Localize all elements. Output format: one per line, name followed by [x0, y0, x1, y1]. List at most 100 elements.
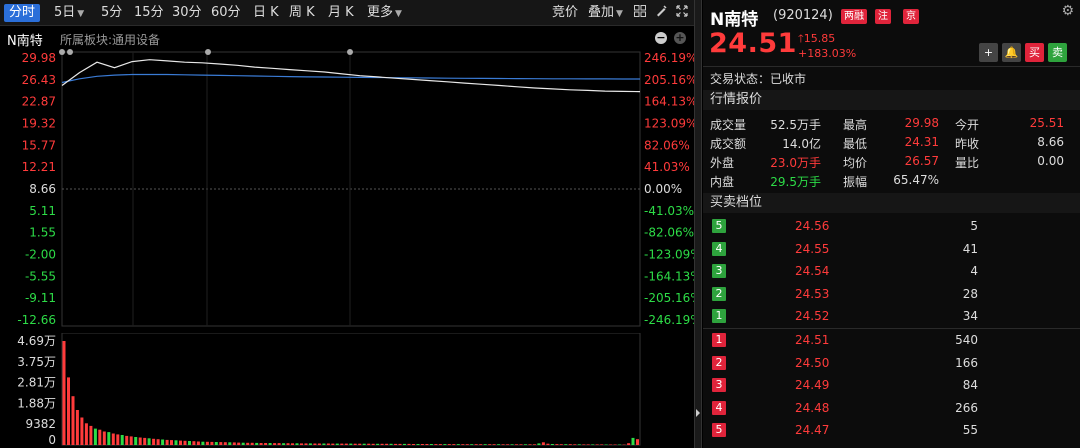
volume-bar: [259, 443, 263, 445]
volume-bar: [201, 441, 205, 445]
event-marker-icon[interactable]: [205, 49, 211, 55]
tab-week-k[interactable]: 周 K: [289, 5, 315, 20]
tab-30min[interactable]: 30分: [172, 5, 202, 20]
tab-more[interactable]: 更多 ▼: [367, 5, 402, 20]
volume-bar: [125, 435, 129, 445]
volume-bar: [573, 444, 577, 445]
up-arrow-icon: 🡑: [798, 32, 804, 45]
volume-bar: [353, 443, 357, 445]
expand-icon[interactable]: [675, 5, 689, 19]
level-badge: 1: [712, 333, 726, 347]
pct-tick-label: 0.00%: [644, 182, 682, 196]
volume-bar: [582, 444, 586, 445]
y-tick-label: 5.11: [29, 204, 56, 218]
volume-bar: [71, 396, 75, 445]
ask-level-row[interactable]: 1 24.52 34: [703, 305, 1080, 327]
level-badge: 5: [712, 219, 726, 233]
bid-level-row[interactable]: 3 24.49 84: [703, 374, 1080, 396]
event-marker-icon[interactable]: [59, 49, 65, 55]
quote-row: 外盘 23.0万手 均价 26.57 量比 0.00: [703, 152, 1080, 171]
volume-bar: [237, 442, 241, 445]
tab-intraday[interactable]: 分时: [4, 4, 41, 22]
bid-auction-button[interactable]: 竞价: [552, 5, 579, 20]
bid-level-row[interactable]: 1 24.51 540: [703, 329, 1080, 351]
level-badge: 2: [712, 286, 726, 301]
stat-value: 26.57: [904, 154, 939, 168]
volume-bar: [295, 443, 299, 445]
bid-level-row[interactable]: 2 24.50 166: [703, 352, 1080, 374]
ask-level-row[interactable]: 4 24.55 41: [703, 238, 1080, 260]
stat-label: 最高: [843, 118, 868, 132]
volume-bar: [461, 444, 465, 445]
collapse-arrow-icon[interactable]: [695, 408, 701, 421]
volume-bar: [604, 444, 608, 445]
level-badge: 4: [712, 400, 726, 415]
sector-label[interactable]: 所属板块:通用设备: [60, 33, 161, 47]
volume-bar: [524, 444, 527, 445]
volume-bar: [550, 444, 554, 445]
stat-value: 8.66: [1037, 135, 1064, 149]
volume-chart[interactable]: 4.69万 3.75万 2.81万 1.88万 9382 0: [0, 333, 694, 448]
volume-bar: [232, 442, 236, 445]
stat-value: 23.0万手: [770, 156, 821, 170]
volume-bar: [188, 441, 191, 445]
tab-5day[interactable]: 5日 ▼: [54, 5, 85, 20]
volume-bar: [533, 444, 536, 445]
sell-button[interactable]: 卖: [1048, 43, 1067, 62]
gear-icon[interactable]: ⚙: [1061, 3, 1074, 19]
grid-icon[interactable]: [633, 5, 647, 19]
bid-level-row[interactable]: 5 24.47 55: [703, 419, 1080, 441]
level-price: 24.53: [795, 286, 830, 301]
tab-60min[interactable]: 60分: [211, 5, 241, 20]
tab-day-k[interactable]: 日 K: [253, 5, 279, 20]
level-badge: 1: [712, 309, 726, 324]
volume-bar: [631, 437, 635, 445]
level-badge: 4: [712, 241, 726, 256]
volume-tick-label: 0: [48, 433, 56, 447]
pct-tick-label: 246.19%: [644, 51, 694, 65]
volume-bar: [196, 441, 200, 445]
tab-month-k[interactable]: 月 K: [328, 5, 354, 20]
stat-label: 成交量: [710, 118, 747, 132]
zoom-out-icon[interactable]: −: [655, 31, 667, 44]
level-price: 24.54: [795, 264, 830, 279]
zoom-in-icon[interactable]: +: [674, 31, 686, 44]
bid-level-row[interactable]: 4 24.48 266: [703, 397, 1080, 419]
volume-bar: [564, 444, 568, 445]
ask-level-row[interactable]: 3 24.54 4: [703, 260, 1080, 282]
level-price: 24.51: [795, 333, 830, 347]
volume-bar: [93, 428, 97, 445]
pct-tick-label: -82.06%: [644, 226, 694, 240]
volume-bar: [291, 443, 294, 445]
volume-bar: [501, 444, 505, 445]
brush-icon[interactable]: [654, 5, 668, 19]
volume-bar: [609, 444, 613, 445]
event-marker-icon[interactable]: [67, 49, 73, 55]
volume-bar: [170, 440, 173, 445]
pct-tick-label: 205.16%: [644, 73, 694, 87]
volume-bar: [84, 423, 88, 445]
alert-bell-icon[interactable]: 🔔: [1002, 43, 1021, 62]
tab-5min[interactable]: 5分: [101, 5, 123, 20]
volume-bar: [210, 441, 214, 445]
stat-value: 0.00: [1037, 154, 1064, 168]
volume-bar: [282, 443, 286, 445]
buy-button[interactable]: 买: [1025, 43, 1044, 62]
volume-bar: [98, 429, 102, 445]
stat-label: 成交额: [710, 137, 747, 151]
add-watchlist-button[interactable]: +: [979, 43, 998, 62]
volume-bar: [246, 442, 250, 445]
volume-bar: [138, 437, 142, 445]
ask-level-row[interactable]: 5 24.56 5: [703, 215, 1080, 237]
overlay-button[interactable]: 叠加 ▼: [588, 5, 623, 20]
event-marker-icon[interactable]: [347, 49, 353, 55]
volume-bar: [80, 417, 84, 445]
volume-bar: [107, 432, 111, 445]
volume-bar: [214, 442, 218, 445]
volume-bar: [362, 443, 366, 445]
ask-level-row[interactable]: 2 24.53 28: [703, 283, 1080, 305]
volume-bar: [134, 437, 138, 445]
panel-divider[interactable]: [694, 0, 702, 448]
intraday-price-chart[interactable]: 29.98 246.19% 26.43 205.16% 22.87 164.13% 19.3…: [0, 48, 694, 333]
tab-15min[interactable]: 15分: [134, 5, 164, 20]
